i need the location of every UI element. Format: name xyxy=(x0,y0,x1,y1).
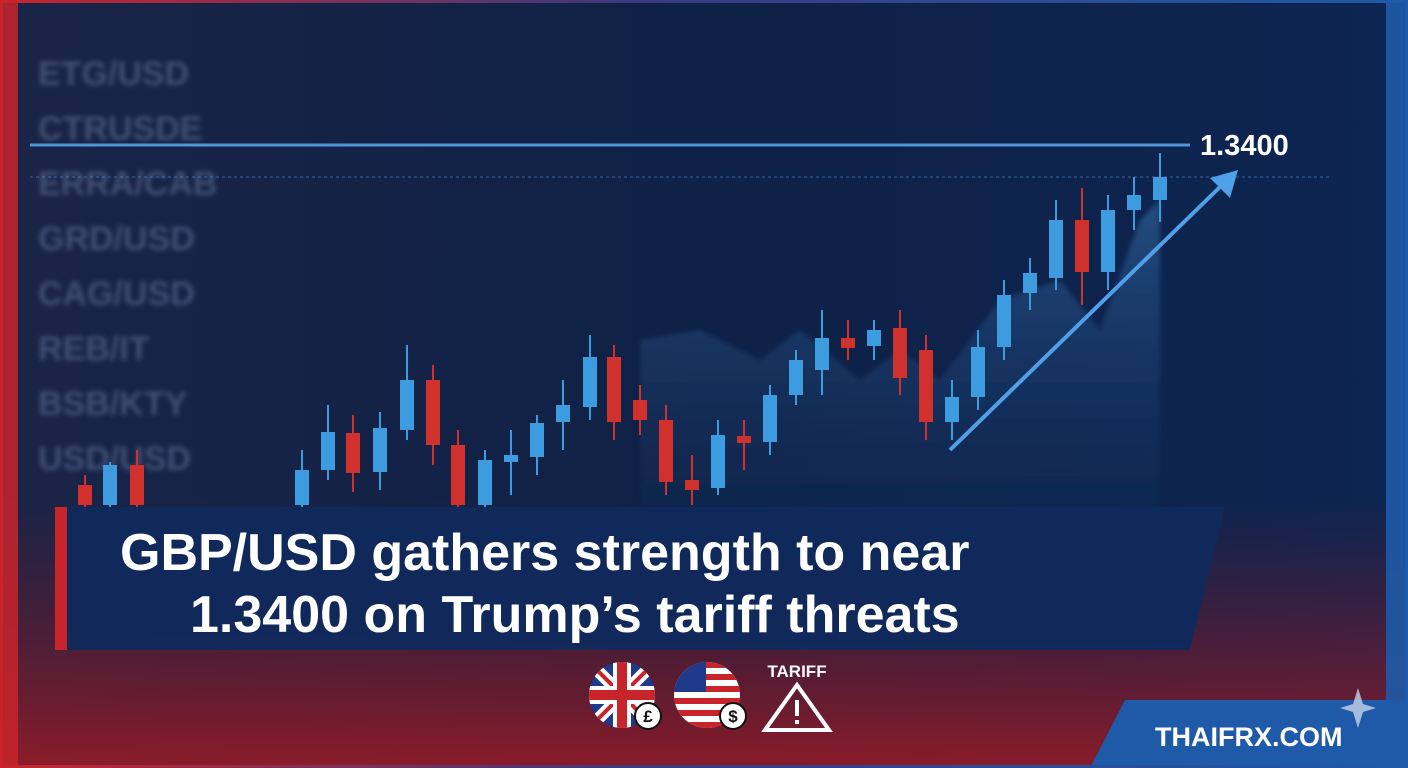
sparkle xyxy=(1340,688,1376,728)
level-label: 1.3400 xyxy=(1200,130,1289,162)
headline-line: 1.3400 on Trump’s tariff threats xyxy=(190,586,960,644)
frame-left xyxy=(0,0,18,768)
ticker: CAG/USD xyxy=(38,275,195,313)
candle-body xyxy=(1153,177,1167,200)
candle-body xyxy=(295,470,309,505)
candle-body xyxy=(103,465,117,505)
candle-body xyxy=(504,455,518,462)
ticker: GRD/USD xyxy=(38,220,195,258)
candle-body xyxy=(400,380,414,430)
candle-body xyxy=(893,328,907,378)
headline-line: GBP/USD gathers strength to near xyxy=(120,524,969,582)
brand: THAIFRX.COM xyxy=(1155,722,1342,752)
headline-banner xyxy=(55,507,1225,650)
tariff-label: TARIFF xyxy=(767,662,826,681)
candle-body xyxy=(373,428,387,472)
candle-body xyxy=(321,432,335,470)
candle-body xyxy=(659,420,673,482)
candle-body xyxy=(711,435,725,488)
candle-body xyxy=(478,460,492,505)
candle-body xyxy=(763,395,777,442)
candle-body xyxy=(583,357,597,407)
ticker: BSB/KTY xyxy=(38,385,188,423)
candle-body xyxy=(1101,210,1115,272)
ticker: CTRUSDE xyxy=(38,110,202,148)
ticker: REB/IT xyxy=(38,330,150,368)
headline-accent xyxy=(55,507,67,650)
ticker: ERRA/CAB xyxy=(38,165,217,203)
candle-body xyxy=(737,436,751,443)
candlesticks xyxy=(78,153,1167,512)
us-flag-icon: $ xyxy=(674,662,747,730)
candle-body xyxy=(451,445,465,505)
ticker: ETG/USD xyxy=(38,55,189,93)
candle-body xyxy=(78,485,92,505)
brand-banner xyxy=(1090,700,1408,768)
candle-body xyxy=(789,360,803,395)
candle-body xyxy=(633,400,647,420)
candle-body xyxy=(426,380,440,445)
trend-arrow xyxy=(948,183,1224,452)
trend-arrowhead xyxy=(1210,170,1238,198)
candle-body xyxy=(530,423,544,457)
candle-body xyxy=(997,295,1011,347)
candle-body xyxy=(971,347,985,397)
tariff-icon: TARIFF xyxy=(761,662,833,732)
candle-body xyxy=(130,465,144,505)
candle-body xyxy=(841,338,855,348)
candle-body xyxy=(945,397,959,422)
candle-body xyxy=(685,480,699,490)
candle-body xyxy=(607,357,621,422)
candle-body xyxy=(346,433,360,473)
candle-body xyxy=(1049,220,1063,278)
svg-text:$: $ xyxy=(728,707,738,726)
candle-body xyxy=(867,330,881,346)
uk-flag-icon: £ xyxy=(589,662,662,730)
svg-text:£: £ xyxy=(643,707,653,726)
candle-body xyxy=(1127,195,1141,210)
candle-body xyxy=(556,405,570,422)
frame-right xyxy=(1386,0,1408,700)
candle-body xyxy=(1075,220,1089,272)
candle-body xyxy=(815,338,829,370)
candle-body xyxy=(919,350,933,422)
candle-body xyxy=(1023,273,1037,293)
